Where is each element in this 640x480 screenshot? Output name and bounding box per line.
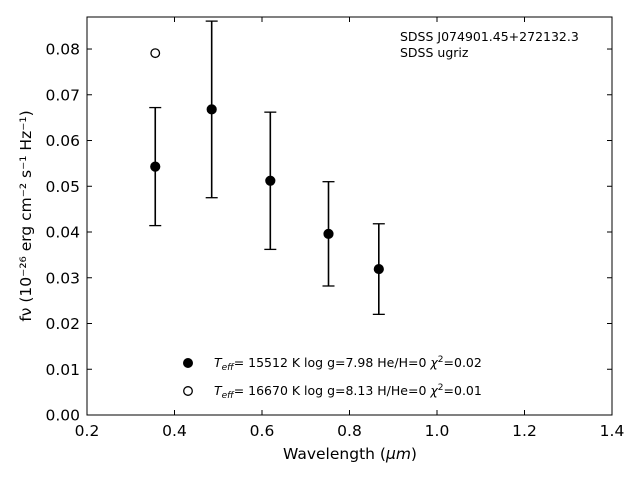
data-point-observed bbox=[206, 104, 217, 115]
object-name-annotation: SDSS J074901.45+272132.3 bbox=[400, 29, 579, 44]
x-tick-label: 0.4 bbox=[162, 422, 187, 440]
legend-entry-1-params: = 15512 K log g=7.98 He/H=0 bbox=[234, 355, 431, 370]
y-tick-label: 0.08 bbox=[45, 41, 80, 59]
x-axis-title-unit: μm bbox=[385, 445, 411, 463]
data-point-observed bbox=[373, 263, 384, 275]
data-layer bbox=[149, 20, 385, 316]
legend-entry-2-params: = 16670 K log g=8.13 H/He=0 bbox=[234, 383, 431, 398]
data-point-model-open bbox=[150, 48, 161, 59]
plot-area bbox=[149, 20, 385, 316]
y-tick-label: 0.05 bbox=[45, 178, 80, 196]
y-tick-label: 0.03 bbox=[45, 269, 80, 287]
legend-entry-2: Teff= 16670 K log g=8.13 H/He=0 χ2=0.01 bbox=[214, 383, 482, 401]
y-axis-title: fν (10⁻²⁶ erg cm⁻² s⁻¹ Hz⁻¹) bbox=[17, 110, 35, 321]
legend-entry-1: Teff= 15512 K log g=7.98 He/H=0 χ2=0.02 bbox=[214, 355, 482, 373]
y-tick-label: 0.00 bbox=[45, 407, 80, 425]
x-tick-label: 0.6 bbox=[250, 422, 275, 440]
legend-entry-2-chi: =0.01 bbox=[444, 383, 482, 398]
data-point-observed bbox=[323, 228, 334, 239]
y-tick-label: 0.02 bbox=[45, 315, 80, 333]
y-tick-label: 0.07 bbox=[45, 86, 80, 104]
data-point-observed bbox=[265, 175, 276, 186]
x-tick-label: 0.8 bbox=[337, 422, 362, 440]
legend-marker-filled bbox=[183, 358, 193, 368]
legend-marker-open bbox=[183, 386, 193, 396]
y-tick-label: 0.04 bbox=[45, 224, 80, 242]
y-tick-label: 0.06 bbox=[45, 132, 80, 150]
y-tick-label: 0.01 bbox=[45, 361, 80, 379]
x-axis-title: Wavelength (μm) bbox=[283, 445, 417, 463]
x-tick-label: 1.2 bbox=[512, 422, 537, 440]
x-tick-label: 1.0 bbox=[425, 422, 450, 440]
x-tick-label: 1.4 bbox=[600, 422, 625, 440]
bands-annotation: SDSS ugriz bbox=[400, 45, 469, 60]
legend-entry-1-chi: =0.02 bbox=[444, 355, 482, 370]
axes: 0.2 0.4 0.6 0.8 1.0 1.2 1.4 0.00 0.01 0.02 0.03 0.0… bbox=[45, 16, 625, 440]
x-axis-title-close: ) bbox=[411, 445, 417, 463]
x-tick-label: 0.2 bbox=[75, 422, 100, 440]
x-axis-title-main: Wavelength ( bbox=[283, 445, 386, 463]
data-point-observed bbox=[150, 161, 161, 172]
legend: Teff= 15512 K log g=7.98 He/H=0 χ2=0.02 … bbox=[183, 355, 482, 401]
